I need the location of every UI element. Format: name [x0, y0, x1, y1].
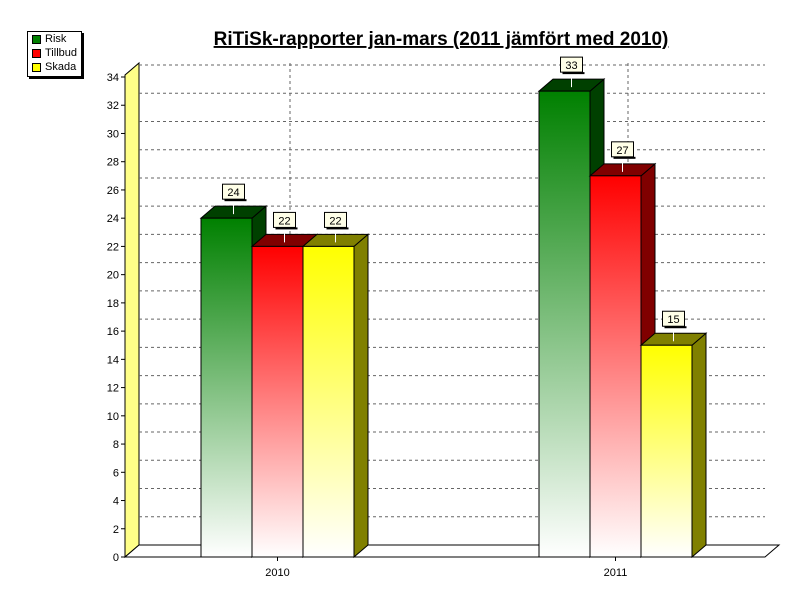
bar — [589, 175, 642, 558]
data-label-shadow — [275, 227, 298, 230]
y-tick-label: 28 — [107, 157, 119, 169]
legend-item-tillbud: Tillbud — [28, 46, 81, 60]
legend-label-risk: Risk — [45, 33, 67, 45]
y-tick-label: 18 — [107, 298, 119, 310]
y-tick-label: 6 — [113, 467, 119, 479]
legend-swatch-risk — [32, 34, 41, 44]
y-tick-label: 16 — [107, 326, 119, 338]
legend-swatch-tillbud — [32, 48, 41, 58]
y-tick-label: 26 — [107, 185, 119, 197]
legend-label-tillbud: Tillbud — [45, 47, 77, 59]
data-label: 22 — [329, 215, 341, 227]
bar-side — [691, 332, 707, 559]
y-tick-label: 24 — [107, 213, 119, 225]
bar — [640, 344, 693, 558]
y-tick-label: 8 — [113, 439, 119, 451]
legend-item-skada: Skada — [28, 60, 81, 74]
y-tick-label: 10 — [107, 411, 119, 423]
y-tick-label: 14 — [107, 354, 119, 366]
y-tick-label: 32 — [107, 100, 119, 112]
data-label: 15 — [667, 314, 679, 326]
data-label: 24 — [227, 187, 239, 199]
bar — [538, 90, 591, 558]
bar — [302, 245, 355, 558]
x-tick-label: 2010 — [265, 567, 289, 579]
bar — [200, 217, 253, 558]
data-label-shadow — [562, 72, 585, 75]
y-tick-label: 30 — [107, 128, 119, 140]
data-label: 27 — [616, 145, 628, 157]
legend-swatch-skada — [32, 62, 41, 72]
y-tick-label: 22 — [107, 241, 119, 253]
legend-item-risk: Risk — [28, 32, 81, 46]
data-label-shadow — [224, 199, 247, 202]
bar-side — [353, 233, 369, 559]
y-tick-label: 20 — [107, 270, 119, 282]
x-tick-label: 2011 — [604, 567, 628, 579]
y-tick-label: 34 — [107, 72, 119, 84]
legend-label-skada: Skada — [45, 61, 77, 73]
y-tick-label: 2 — [113, 524, 119, 536]
y-tick-label: 12 — [107, 383, 119, 395]
legend: Risk Tillbud Skada — [27, 31, 82, 77]
data-label-shadow — [664, 326, 687, 329]
data-label: 33 — [565, 60, 577, 72]
data-label-shadow — [613, 156, 636, 159]
chart-title: RiTiSk-rapporter jan-mars (2011 jämfört … — [214, 29, 669, 50]
data-label: 22 — [278, 215, 290, 227]
data-label-shadow — [326, 227, 349, 230]
left-wall — [124, 61, 140, 559]
y-tick-label: 0 — [113, 552, 119, 564]
y-tick-label: 4 — [113, 496, 119, 508]
bar — [251, 245, 304, 558]
